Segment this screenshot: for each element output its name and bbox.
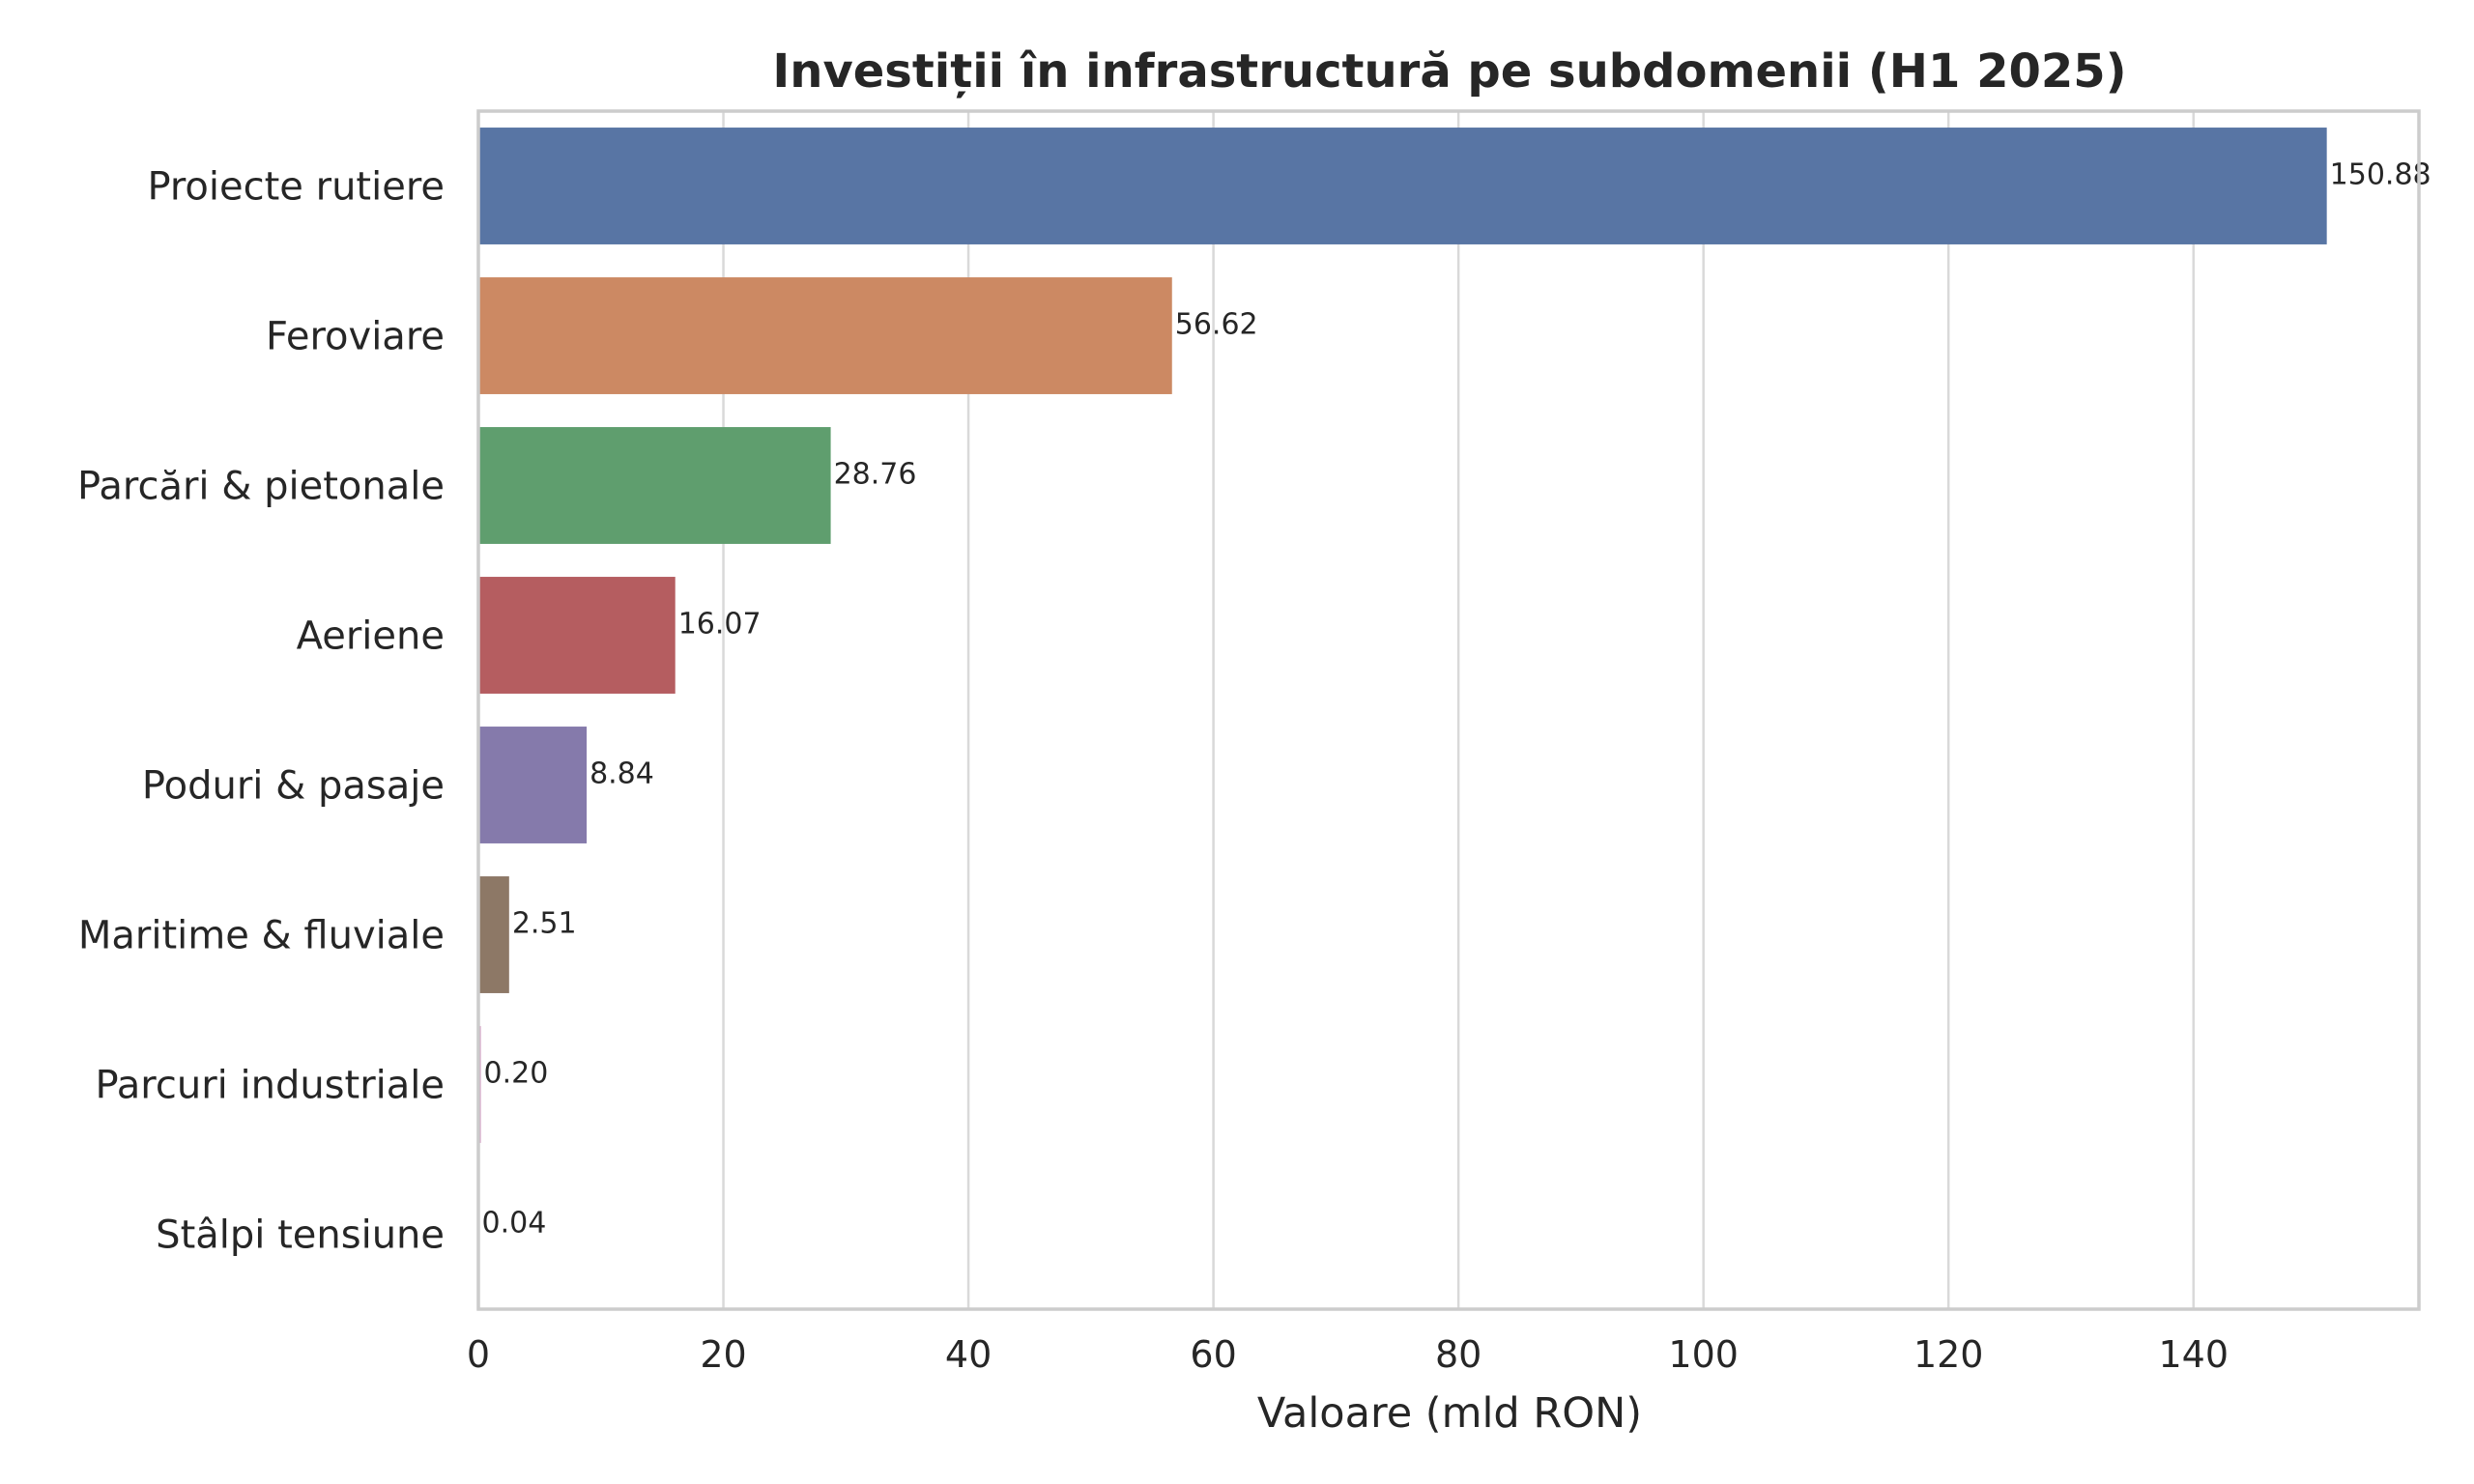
bar-value-label: 16.07 [678,608,762,642]
bar [478,128,2327,244]
x-tick-label: 40 [945,1333,992,1376]
bar [478,577,676,694]
x-tick-label: 100 [1668,1333,1739,1376]
bar [478,277,1172,394]
bar-value-label: 8.84 [590,757,654,791]
bars [478,128,2327,1293]
category-label: Parcări & pietonale [77,465,445,509]
x-tick-label: 0 [467,1333,490,1376]
category-label: Maritime & fluviale [78,914,445,958]
bar-value-label: 28.76 [834,458,917,492]
chart-title: Investiții în infrastructură pe subdomen… [772,44,2126,99]
x-tick-label: 120 [1913,1333,1984,1376]
category-label: Proiecte rutiere [147,165,445,210]
bar-value-label: 0.20 [484,1057,549,1091]
category-label: Feroviare [266,315,445,359]
bar [478,427,831,544]
bar-value-label: 56.62 [1175,308,1258,342]
x-tick-label: 20 [700,1333,746,1376]
bar-value-label: 2.51 [512,907,577,941]
category-label: Aeriene [297,614,445,659]
x-tick-label: 60 [1190,1333,1236,1376]
x-tick-labels: 0 20 40 60 80 100 120 140 [467,1333,2229,1376]
bar-value-label: 150.88 [2330,158,2431,192]
category-label: Poduri & pasaje [142,764,445,809]
x-axis-label: Valoare (mld RON) [1257,1389,1642,1438]
plot-frame [476,109,2421,1311]
bar [478,727,588,843]
bar-value-label: 0.04 [482,1207,547,1241]
x-tick-label: 80 [1435,1333,1482,1376]
bar [478,876,509,993]
category-label: Parcuri industriale [95,1064,445,1108]
category-labels: Proiecte rutiere Feroviare Parcări & pieto… [77,165,445,1258]
x-tick-label: 140 [2158,1333,2229,1376]
value-labels: 150.88 56.62 28.76 16.07 8.84 2.51 0.20 0.04 [482,158,2431,1241]
category-label: Stâlpi tensiune [156,1213,445,1258]
